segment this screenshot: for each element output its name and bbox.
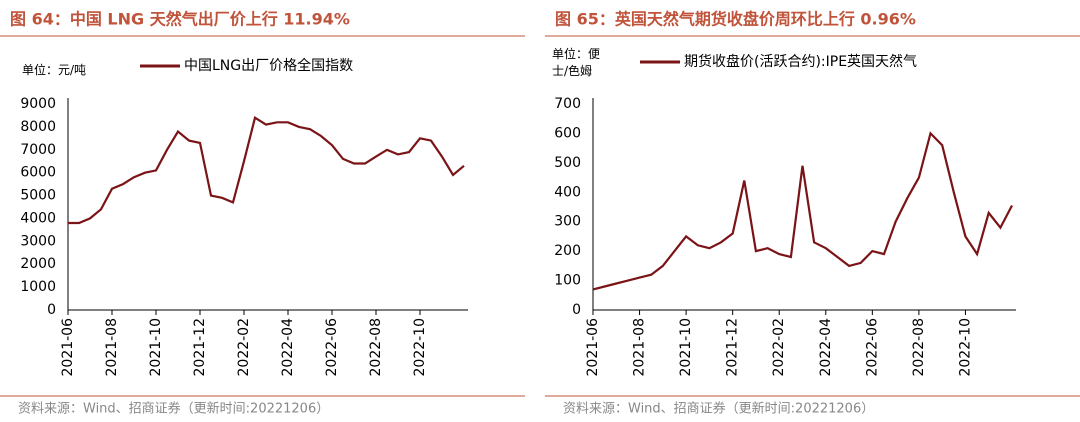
x-tick-label: 2022-02 xyxy=(771,318,787,377)
x-tick-label: 2022-04 xyxy=(818,318,834,377)
y-tick-label: 0 xyxy=(572,302,581,318)
x-tick-label: 2021-08 xyxy=(632,318,648,377)
y-tick-label: 0 xyxy=(47,302,56,318)
x-tick-label: 2021-10 xyxy=(148,318,164,377)
x-tick-label: 2022-02 xyxy=(236,318,252,377)
legend-label: 期货收盘价(活跃合约):IPE英国天然气 xyxy=(684,53,917,70)
y-tick-label: 8000 xyxy=(20,119,56,135)
x-tick-label: 2022-06 xyxy=(864,318,880,377)
x-tick-label: 2022-06 xyxy=(324,318,340,377)
y-tick-label: 7000 xyxy=(20,142,56,158)
x-tick-label: 2021-10 xyxy=(678,318,694,377)
chart-title: 图 65：英国天然气期货收盘价周环比上行 0.96% xyxy=(555,10,916,29)
y-tick-label: 300 xyxy=(554,214,581,230)
legend-label: 中国LNG出厂价格全国指数 xyxy=(184,57,353,74)
data-line xyxy=(68,115,465,225)
x-tick-label: 2022-08 xyxy=(368,318,384,377)
y-tick-label: 6000 xyxy=(20,165,56,181)
y-tick-label: 700 xyxy=(554,96,581,112)
y-tick-label: 500 xyxy=(554,155,581,171)
source: 资料来源：Wind、招商证券（更新时间:20221206） xyxy=(18,401,329,417)
y-tick-label: 4000 xyxy=(20,210,56,226)
y-tick-label: 100 xyxy=(554,273,581,289)
y-tick-label: 2000 xyxy=(20,256,56,272)
y-tick-label: 200 xyxy=(554,243,581,259)
y-tick-label: 9000 xyxy=(20,96,56,112)
x-tick-label: 2021-12 xyxy=(725,318,741,377)
y-tick-label: 400 xyxy=(554,184,581,200)
x-tick-label: 2022-10 xyxy=(412,318,428,377)
x-tick-label: 2022-04 xyxy=(280,318,296,377)
x-tick-label: 2021-06 xyxy=(60,318,76,377)
data-line xyxy=(592,131,1013,291)
unit-label: 单位：便士/色姆 xyxy=(552,47,601,78)
x-tick-label: 2021-06 xyxy=(585,318,601,377)
y-tick-label: 3000 xyxy=(20,233,56,249)
chart-title: 图 64：中国 LNG 天然气出厂价上行 11.94% xyxy=(10,10,350,29)
x-tick-label: 2022-08 xyxy=(911,318,927,377)
x-tick-label: 2021-08 xyxy=(104,318,120,377)
y-tick-label: 5000 xyxy=(20,188,56,204)
x-tick-label: 2022-10 xyxy=(957,318,973,377)
unit-label: 单位：元/吨 xyxy=(22,63,87,77)
source: 资料来源：Wind、招商证券（更新时间:20221206） xyxy=(563,401,874,417)
y-tick-label: 600 xyxy=(554,125,581,141)
y-tick-label: 1000 xyxy=(20,279,56,295)
x-tick-label: 2021-12 xyxy=(192,318,208,377)
